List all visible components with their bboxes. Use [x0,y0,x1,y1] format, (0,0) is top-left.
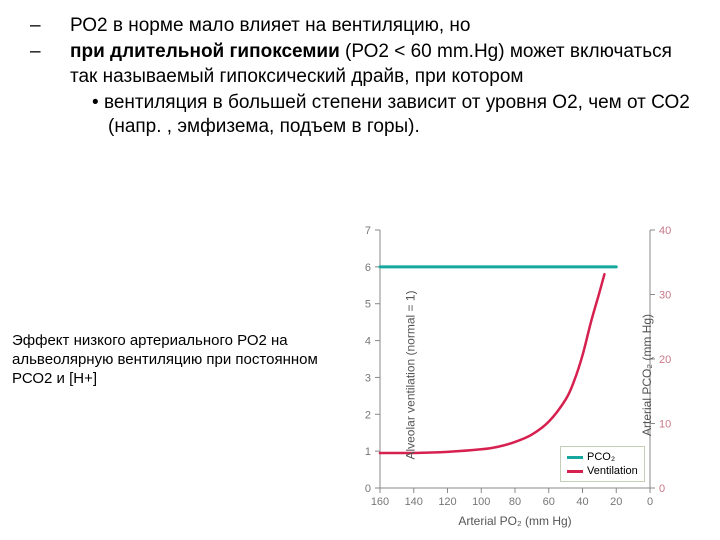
svg-text:0: 0 [647,496,653,508]
legend-item: PCO₂ [567,450,638,464]
legend-item: Ventilation [567,464,638,478]
svg-text:4: 4 [365,336,371,348]
chart-container: Alveolar ventilation (normal = 1) Arteri… [330,220,700,530]
bullet-text-block: –РО2 в норме мало влияет на вентиляцию, … [44,14,696,140]
y-right-axis-label: Arterial PCO₂ (mm Hg) [640,314,654,436]
bullet-2-bold: при длительной гипоксемии [70,41,340,62]
legend-label: PCO₂ [587,451,615,463]
bullet-1-text: РО2 в норме мало влияет на вентиляцию, н… [70,15,470,36]
bullet-2: –при длительной гипоксемии (РО2 < 60 mm.… [44,40,696,89]
sub-bullet: • вентиляция в большей степени зависит о… [44,91,696,140]
bullet-1: –РО2 в норме мало влияет на вентиляцию, … [44,14,696,38]
svg-text:140: 140 [405,496,423,508]
svg-text:160: 160 [371,496,389,508]
svg-text:2: 2 [365,409,371,421]
chart-legend: PCO₂ Ventilation [560,446,645,482]
svg-text:40: 40 [659,225,671,237]
legend-swatch [567,470,583,473]
svg-text:100: 100 [472,496,490,508]
svg-text:80: 80 [509,496,521,508]
svg-text:6: 6 [365,262,371,274]
bullet-2-mid: (РО2 < 60 mm.Hg) [340,41,510,62]
svg-text:40: 40 [576,496,588,508]
svg-text:10: 10 [659,419,671,431]
sub-bullet-text: вентиляция в большей степени зависит от … [104,92,690,137]
svg-text:5: 5 [365,299,371,311]
legend-swatch [567,456,583,459]
svg-text:60: 60 [543,496,555,508]
legend-label: Ventilation [587,465,638,477]
svg-text:1: 1 [365,446,371,458]
svg-text:7: 7 [365,225,371,237]
chart-caption: Эффект низкого артериального РО2 на альв… [12,332,322,388]
svg-text:120: 120 [438,496,456,508]
svg-text:3: 3 [365,372,371,384]
x-axis-label: Arterial PO₂ (mm Hg) [458,514,571,528]
svg-text:30: 30 [659,290,671,302]
svg-text:20: 20 [659,354,671,366]
svg-text:20: 20 [610,496,622,508]
y-left-axis-label: Alveolar ventilation (normal = 1) [404,290,418,459]
svg-text:0: 0 [365,483,371,495]
svg-text:0: 0 [659,483,665,495]
